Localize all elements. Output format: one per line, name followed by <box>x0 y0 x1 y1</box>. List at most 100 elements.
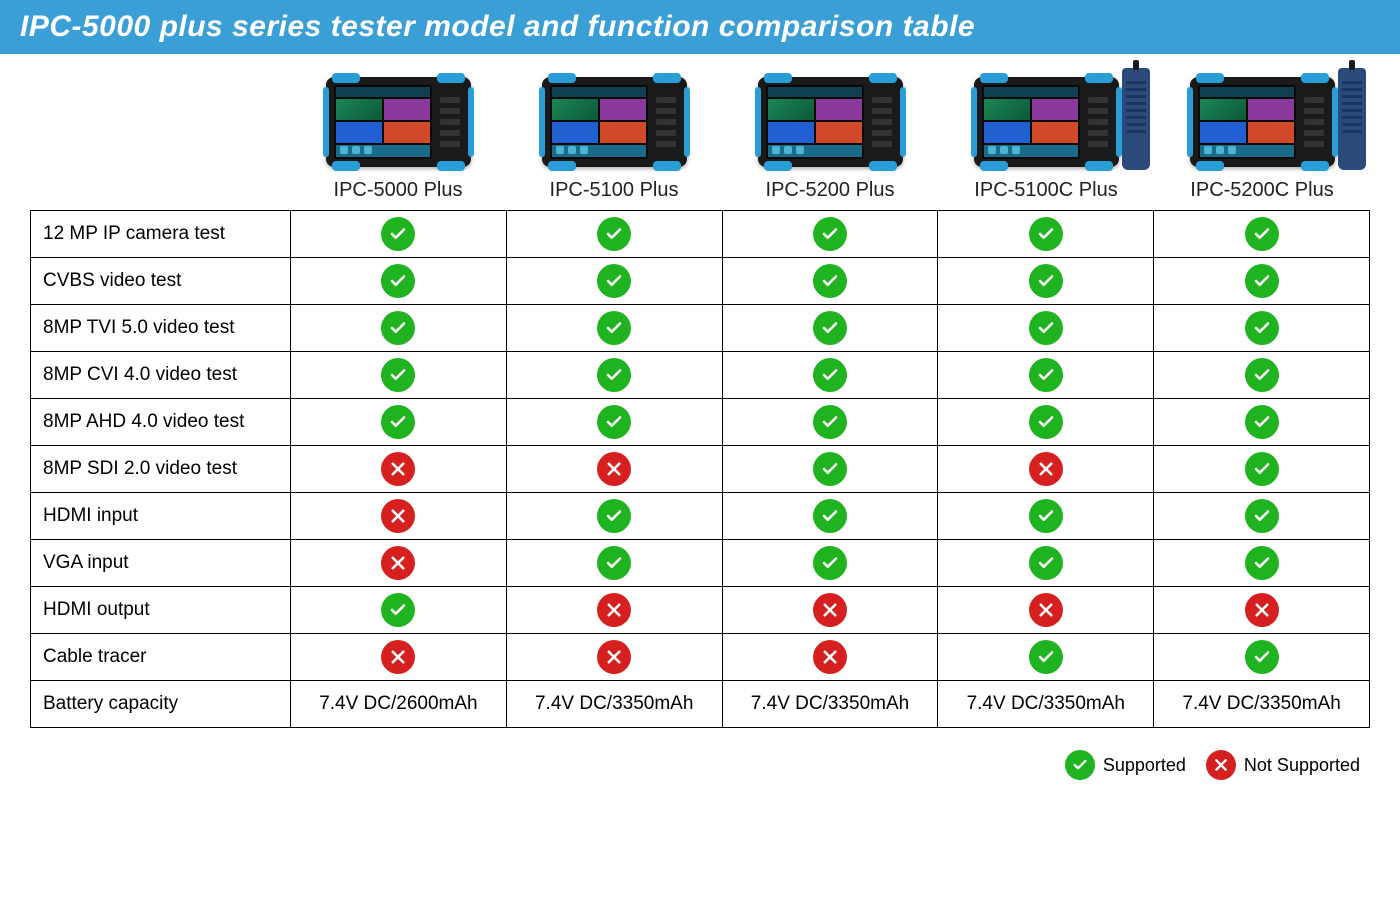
feature-cell <box>291 634 507 681</box>
cross-icon <box>381 640 415 674</box>
check-icon <box>1245 546 1279 580</box>
check-icon <box>1245 499 1279 533</box>
feature-cell <box>722 211 938 258</box>
check-icon <box>381 264 415 298</box>
feature-cell <box>1154 446 1370 493</box>
feature-cell <box>1154 493 1370 540</box>
feature-cell <box>506 446 722 493</box>
feature-cell <box>506 305 722 352</box>
product-column: IPC-5100C Plus <box>938 74 1154 202</box>
check-icon <box>1245 640 1279 674</box>
feature-label: VGA input <box>31 540 291 587</box>
cable-tracer-icon <box>1122 68 1150 170</box>
check-icon <box>1029 264 1063 298</box>
feature-cell <box>938 211 1154 258</box>
check-icon <box>1245 264 1279 298</box>
feature-cell <box>722 446 938 493</box>
table-row: HDMI input <box>31 493 1370 540</box>
feature-cell <box>1154 305 1370 352</box>
feature-cell: 7.4V DC/2600mAh <box>291 681 507 728</box>
feature-cell <box>291 493 507 540</box>
product-name: IPC-5100 Plus <box>550 179 679 202</box>
table-row: HDMI output <box>31 587 1370 634</box>
feature-cell <box>291 305 507 352</box>
check-icon <box>1029 405 1063 439</box>
check-icon <box>381 311 415 345</box>
table-row: 8MP AHD 4.0 video test <box>31 399 1370 446</box>
feature-cell <box>938 352 1154 399</box>
feature-cell <box>291 540 507 587</box>
feature-cell <box>291 399 507 446</box>
cross-icon <box>381 452 415 486</box>
check-icon <box>813 311 847 345</box>
check-icon <box>813 546 847 580</box>
feature-cell <box>1154 211 1370 258</box>
check-icon <box>1029 640 1063 674</box>
check-icon <box>597 311 631 345</box>
feature-label: 8MP TVI 5.0 video test <box>31 305 291 352</box>
check-icon <box>381 217 415 251</box>
feature-cell <box>506 258 722 305</box>
table-row: Cable tracer <box>31 634 1370 681</box>
feature-cell <box>1154 540 1370 587</box>
feature-label: HDMI input <box>31 493 291 540</box>
feature-cell <box>938 587 1154 634</box>
table-row: 12 MP IP camera test <box>31 211 1370 258</box>
feature-cell <box>722 352 938 399</box>
feature-cell <box>938 399 1154 446</box>
check-icon <box>1029 499 1063 533</box>
check-icon <box>381 405 415 439</box>
product-name: IPC-5000 Plus <box>334 179 463 202</box>
product-header-row: IPC-5000 Plus IPC-5100 Plus <box>30 74 1370 202</box>
check-icon <box>597 499 631 533</box>
feature-label: 12 MP IP camera test <box>31 211 291 258</box>
feature-cell <box>291 352 507 399</box>
product-column: IPC-5200 Plus <box>722 74 938 202</box>
check-icon <box>381 593 415 627</box>
legend-not-supported-label: Not Supported <box>1244 755 1360 776</box>
check-icon <box>813 358 847 392</box>
table-body: 12 MP IP camera testCVBS video test8MP T… <box>31 211 1370 728</box>
feature-cell <box>938 446 1154 493</box>
legend-not-supported: Not Supported <box>1206 750 1360 780</box>
legend-supported: Supported <box>1065 750 1186 780</box>
cable-tracer-icon <box>1338 68 1366 170</box>
table-row: 8MP CVI 4.0 video test <box>31 352 1370 399</box>
feature-cell <box>938 305 1154 352</box>
feature-cell <box>291 258 507 305</box>
feature-cell <box>722 587 938 634</box>
table-row: CVBS video test <box>31 258 1370 305</box>
check-icon <box>813 217 847 251</box>
check-icon <box>1245 358 1279 392</box>
feature-cell <box>506 399 722 446</box>
feature-label: HDMI output <box>31 587 291 634</box>
cross-icon <box>1206 750 1236 780</box>
feature-cell <box>722 540 938 587</box>
table-row: 8MP TVI 5.0 video test <box>31 305 1370 352</box>
feature-cell <box>938 493 1154 540</box>
cross-icon <box>813 593 847 627</box>
feature-cell: 7.4V DC/3350mAh <box>722 681 938 728</box>
feature-label: CVBS video test <box>31 258 291 305</box>
table-row: 8MP SDI 2.0 video test <box>31 446 1370 493</box>
feature-cell <box>938 258 1154 305</box>
feature-label: Cable tracer <box>31 634 291 681</box>
check-icon <box>1029 358 1063 392</box>
header-spacer <box>30 74 290 202</box>
page-title-banner: IPC-5000 plus series tester model and fu… <box>0 0 1400 54</box>
feature-label: Battery capacity <box>31 681 291 728</box>
feature-label: 8MP SDI 2.0 video test <box>31 446 291 493</box>
product-name: IPC-5200 Plus <box>766 179 895 202</box>
check-icon <box>813 452 847 486</box>
check-icon <box>813 499 847 533</box>
feature-cell <box>1154 352 1370 399</box>
product-name: IPC-5100C Plus <box>974 179 1117 202</box>
feature-cell <box>291 446 507 493</box>
product-name: IPC-5200C Plus <box>1190 179 1333 202</box>
check-icon <box>597 217 631 251</box>
cross-icon <box>381 546 415 580</box>
check-icon <box>381 358 415 392</box>
feature-label: 8MP CVI 4.0 video test <box>31 352 291 399</box>
cross-icon <box>381 499 415 533</box>
feature-cell <box>291 587 507 634</box>
